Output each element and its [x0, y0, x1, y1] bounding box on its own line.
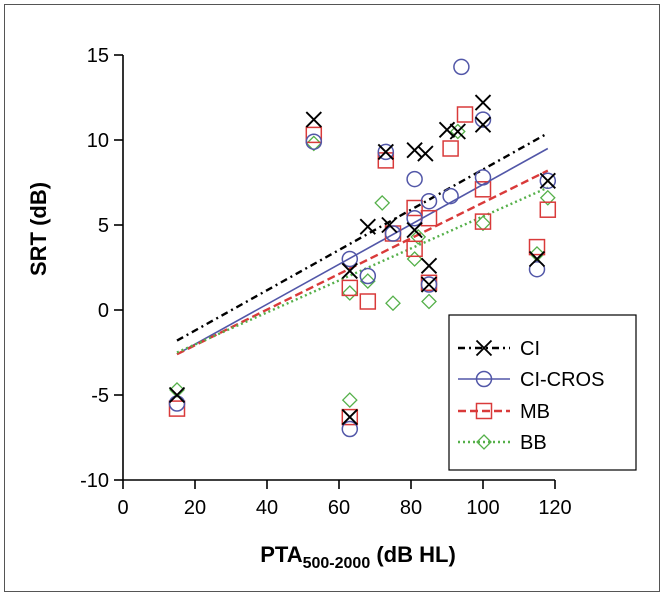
data-point-circle — [406, 170, 423, 188]
data-point-circle — [377, 143, 395, 161]
data-point-x — [168, 386, 186, 404]
data-point-diamond — [374, 194, 391, 211]
data-point-square — [305, 126, 323, 144]
data-point-circle — [528, 260, 546, 278]
data-point-square — [474, 213, 492, 230]
fit-line-square — [176, 169, 549, 356]
data-point-square — [442, 140, 459, 157]
legend-label: CI — [520, 338, 540, 360]
data-point-diamond — [410, 228, 427, 245]
y-tick-label: -5 — [91, 385, 109, 407]
data-point-circle — [453, 58, 470, 76]
data-point-diamond — [406, 251, 423, 267]
data-point-circle — [341, 250, 359, 268]
y-tick-label: 15 — [87, 45, 109, 67]
data-point-x — [539, 172, 556, 189]
data-point-diamond — [169, 381, 185, 398]
data-point-x — [377, 143, 394, 161]
y-axis-title: SRT (dB) — [26, 182, 51, 276]
data-point-diamond — [305, 135, 322, 152]
x-tick-label: 80 — [400, 497, 422, 519]
x-tick-label: 40 — [256, 497, 278, 519]
legend-marker-square — [475, 402, 493, 420]
y-tick-label: 10 — [87, 130, 109, 152]
y-tick-label: 0 — [98, 300, 109, 322]
legend-label: MB — [520, 401, 550, 423]
data-point-circle — [341, 420, 359, 438]
data-point-x — [420, 276, 438, 293]
data-point-diamond — [529, 245, 545, 262]
data-point-square — [456, 106, 474, 123]
data-point-x — [359, 218, 376, 235]
data-point-square — [168, 400, 186, 417]
x-tick-label: 120 — [538, 497, 571, 519]
data-point-circle — [474, 169, 492, 186]
data-point-square — [539, 201, 557, 218]
data-points — [168, 58, 557, 438]
fit-line-circle — [176, 147, 549, 355]
data-point-circle — [406, 209, 423, 227]
y-tick-label: -10 — [80, 470, 109, 492]
data-point-diamond — [385, 295, 401, 312]
fit-lines — [176, 132, 549, 356]
legend-marker-x — [475, 339, 493, 357]
data-point-square — [377, 152, 395, 169]
data-point-x — [406, 221, 423, 239]
data-point-x — [406, 142, 423, 159]
legend-label: BB — [520, 432, 547, 454]
data-point-diamond — [421, 293, 437, 310]
data-point-x — [381, 216, 398, 234]
data-point-x — [420, 257, 438, 274]
data-point-circle — [359, 267, 377, 285]
data-point-square — [528, 238, 546, 256]
data-point-square — [341, 279, 359, 297]
figure-frame — [4, 4, 660, 592]
x-tick-label: 60 — [328, 497, 350, 519]
data-point-square — [406, 199, 423, 217]
data-point-diamond — [475, 215, 491, 232]
data-point-x — [474, 94, 492, 111]
data-point-circle — [168, 395, 186, 412]
data-point-circle — [539, 172, 557, 190]
x-axis-title: PTA500-2000 (dB HL) — [260, 542, 456, 572]
data-point-diamond — [359, 273, 376, 290]
legend-marker-circle — [475, 370, 493, 388]
fit-line-x — [176, 132, 549, 342]
x-tick-label: 20 — [184, 497, 206, 519]
data-point-circle — [305, 133, 323, 150]
data-point-square — [359, 293, 377, 310]
legend-marker-diamond — [476, 434, 492, 450]
data-point-circle — [474, 111, 492, 128]
data-point-square — [406, 240, 423, 258]
legend: CI CI-CROS MB BB — [448, 314, 637, 471]
data-point-circle — [420, 276, 438, 293]
data-point-diamond — [449, 123, 466, 140]
x-tick-label: 100 — [466, 497, 499, 519]
data-point-circle — [442, 187, 459, 205]
axes: -10 -5 0 5 10 15 0 20 40 60 80 100 120 — [80, 45, 572, 519]
legend-label: CI-CROS — [520, 369, 604, 391]
legend-box — [448, 314, 637, 471]
data-point-x — [305, 111, 322, 128]
x-axis-title-subscript: 500-2000 — [303, 555, 371, 572]
data-point-diamond — [539, 189, 556, 206]
x-tick-label: 0 — [117, 497, 128, 519]
data-point-circle — [420, 192, 438, 210]
x-axis-title-main: PTA — [260, 542, 302, 567]
data-point-diamond — [341, 285, 358, 301]
data-point-square — [341, 408, 359, 426]
data-point-x — [449, 123, 466, 140]
data-point-x — [417, 145, 434, 162]
data-point-circle — [384, 225, 402, 242]
data-point-x — [474, 116, 492, 133]
data-point-x — [341, 408, 358, 426]
data-point-diamond — [341, 392, 358, 409]
data-point-square — [474, 181, 492, 198]
x-axis-title-unit: (dB HL) — [370, 542, 456, 567]
data-point-x — [341, 262, 358, 280]
data-point-x — [528, 250, 546, 268]
y-tick-label: 5 — [98, 215, 109, 237]
